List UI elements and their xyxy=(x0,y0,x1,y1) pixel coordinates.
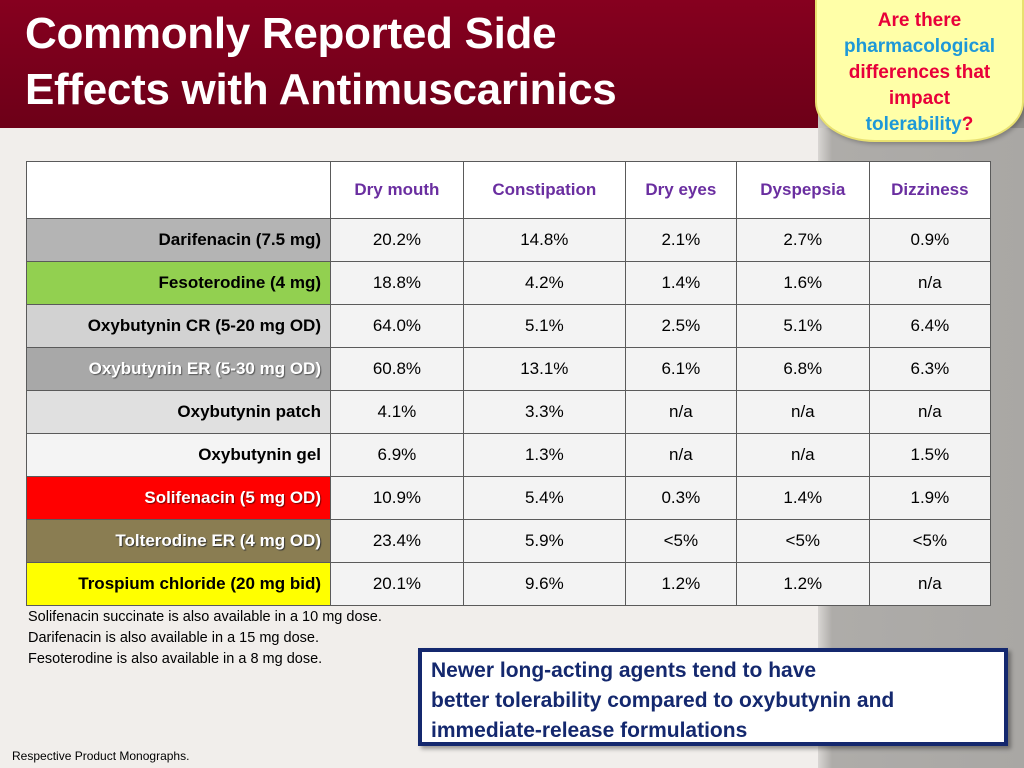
table-row: Oxybutynin CR (5-20 mg OD) 64.0% 5.1% 2.… xyxy=(26,304,992,348)
table-cell: 1.3% xyxy=(462,433,626,477)
table-cell: 6.3% xyxy=(868,347,992,391)
table-cell: 1.2% xyxy=(624,562,737,606)
column-header: Dry eyes xyxy=(624,161,737,219)
column-header: Dry mouth xyxy=(330,161,464,219)
slide-title-line-2: Effects with Antimuscarinics xyxy=(25,65,617,114)
table-row: Solifenacin (5 mg OD) 10.9% 5.4% 0.3% 1.… xyxy=(26,476,992,520)
drug-name-cell: Oxybutynin ER (5-30 mg OD) xyxy=(26,347,331,391)
table-cell: 2.5% xyxy=(624,304,737,348)
table-cell: 2.7% xyxy=(735,218,870,262)
table-cell: 1.9% xyxy=(868,476,992,520)
drug-name-cell: Darifenacin (7.5 mg) xyxy=(26,218,331,262)
slide-title-line-1: Commonly Reported Side xyxy=(25,9,557,58)
column-header: Dyspepsia xyxy=(735,161,870,219)
table-cell: 0.3% xyxy=(624,476,737,520)
reference-citation: Respective Product Monographs. xyxy=(12,749,190,763)
table-row: Tolterodine ER (4 mg OD) 23.4% 5.9% <5% … xyxy=(26,519,992,563)
table-row: Oxybutynin gel 6.9% 1.3% n/a n/a 1.5% xyxy=(26,433,992,477)
table-cell: 1.4% xyxy=(735,476,870,520)
conclusion-line-1: Newer long-acting agents tend to have xyxy=(431,659,817,682)
callout-line-4: impact xyxy=(888,88,951,109)
table-cell: 1.4% xyxy=(624,261,737,305)
table-cell: <5% xyxy=(868,519,992,563)
table-cell: 18.8% xyxy=(330,261,464,305)
table-cell: n/a xyxy=(624,390,737,434)
callout-line-5: tolerability xyxy=(865,114,962,135)
table-cell: 23.4% xyxy=(330,519,464,563)
table-cell: 5.1% xyxy=(462,304,626,348)
drug-name-cell: Oxybutynin patch xyxy=(26,390,331,434)
drug-name-cell: Oxybutynin CR (5-20 mg OD) xyxy=(26,304,331,348)
callout-line-2: pharmacological xyxy=(844,36,995,57)
table-cell: 14.8% xyxy=(462,218,626,262)
table-cell: 6.1% xyxy=(624,347,737,391)
table-cell: 13.1% xyxy=(462,347,626,391)
table-header-row: Dry mouth Constipation Dry eyes Dyspepsi… xyxy=(26,161,992,219)
callout-question-mark: ? xyxy=(961,114,974,135)
table-cell: n/a xyxy=(624,433,737,477)
table-cell: 1.5% xyxy=(868,433,992,477)
question-callout: Are there pharmacological differences th… xyxy=(815,0,1024,142)
table-corner-cell xyxy=(26,161,331,219)
table-cell: 6.4% xyxy=(868,304,992,348)
table-cell: n/a xyxy=(735,390,870,434)
conclusion-line-2: better tolerability compared to oxybutyn… xyxy=(431,689,895,712)
side-effects-table: Dry mouth Constipation Dry eyes Dyspepsi… xyxy=(26,161,992,606)
table-row: Oxybutynin patch 4.1% 3.3% n/a n/a n/a xyxy=(26,390,992,434)
table-cell: 20.2% xyxy=(330,218,464,262)
table-cell: 20.1% xyxy=(330,562,464,606)
footnote: Fesoterodine is also available in a 8 mg… xyxy=(28,651,323,667)
drug-name-cell: Solifenacin (5 mg OD) xyxy=(26,476,331,520)
callout-line-1: Are there xyxy=(877,10,962,31)
table-cell: <5% xyxy=(735,519,870,563)
slide-title: Commonly Reported Side Effects with Anti… xyxy=(25,6,805,118)
footnote: Solifenacin succinate is also available … xyxy=(28,609,382,625)
dosage-footnotes: Solifenacin succinate is also available … xyxy=(28,607,382,670)
table-cell: 10.9% xyxy=(330,476,464,520)
table-cell: 3.3% xyxy=(462,390,626,434)
drug-name-cell: Tolterodine ER (4 mg OD) xyxy=(26,519,331,563)
column-header: Constipation xyxy=(462,161,626,219)
table-cell: 9.6% xyxy=(462,562,626,606)
table-cell: 1.6% xyxy=(735,261,870,305)
table-cell: n/a xyxy=(868,261,992,305)
table-cell: 5.9% xyxy=(462,519,626,563)
table-row: Darifenacin (7.5 mg) 20.2% 14.8% 2.1% 2.… xyxy=(26,218,992,262)
conclusion-box: Newer long-acting agents tend to have be… xyxy=(418,648,1008,746)
table-cell: 2.1% xyxy=(624,218,737,262)
table-cell: 0.9% xyxy=(868,218,992,262)
callout-line-3: differences that xyxy=(848,62,991,83)
table-cell: 4.1% xyxy=(330,390,464,434)
table-cell: 5.4% xyxy=(462,476,626,520)
table-cell: n/a xyxy=(868,562,992,606)
table-cell: 6.8% xyxy=(735,347,870,391)
table-cell: 64.0% xyxy=(330,304,464,348)
drug-name-cell: Trospium chloride (20 mg bid) xyxy=(26,562,331,606)
table-cell: 1.2% xyxy=(735,562,870,606)
footnote: Darifenacin is also available in a 15 mg… xyxy=(28,630,319,646)
table-cell: 5.1% xyxy=(735,304,870,348)
table-cell: n/a xyxy=(868,390,992,434)
table-cell: 4.2% xyxy=(462,261,626,305)
table-cell: 60.8% xyxy=(330,347,464,391)
table-row: Oxybutynin ER (5-30 mg OD) 60.8% 13.1% 6… xyxy=(26,347,992,391)
table-row: Trospium chloride (20 mg bid) 20.1% 9.6%… xyxy=(26,562,992,606)
drug-name-cell: Fesoterodine (4 mg) xyxy=(26,261,331,305)
conclusion-line-3: immediate-release formulations xyxy=(431,719,748,742)
table-row: Fesoterodine (4 mg) 18.8% 4.2% 1.4% 1.6%… xyxy=(26,261,992,305)
table-cell: 6.9% xyxy=(330,433,464,477)
table-cell: n/a xyxy=(735,433,870,477)
column-header: Dizziness xyxy=(868,161,992,219)
drug-name-cell: Oxybutynin gel xyxy=(26,433,331,477)
table-cell: <5% xyxy=(624,519,737,563)
